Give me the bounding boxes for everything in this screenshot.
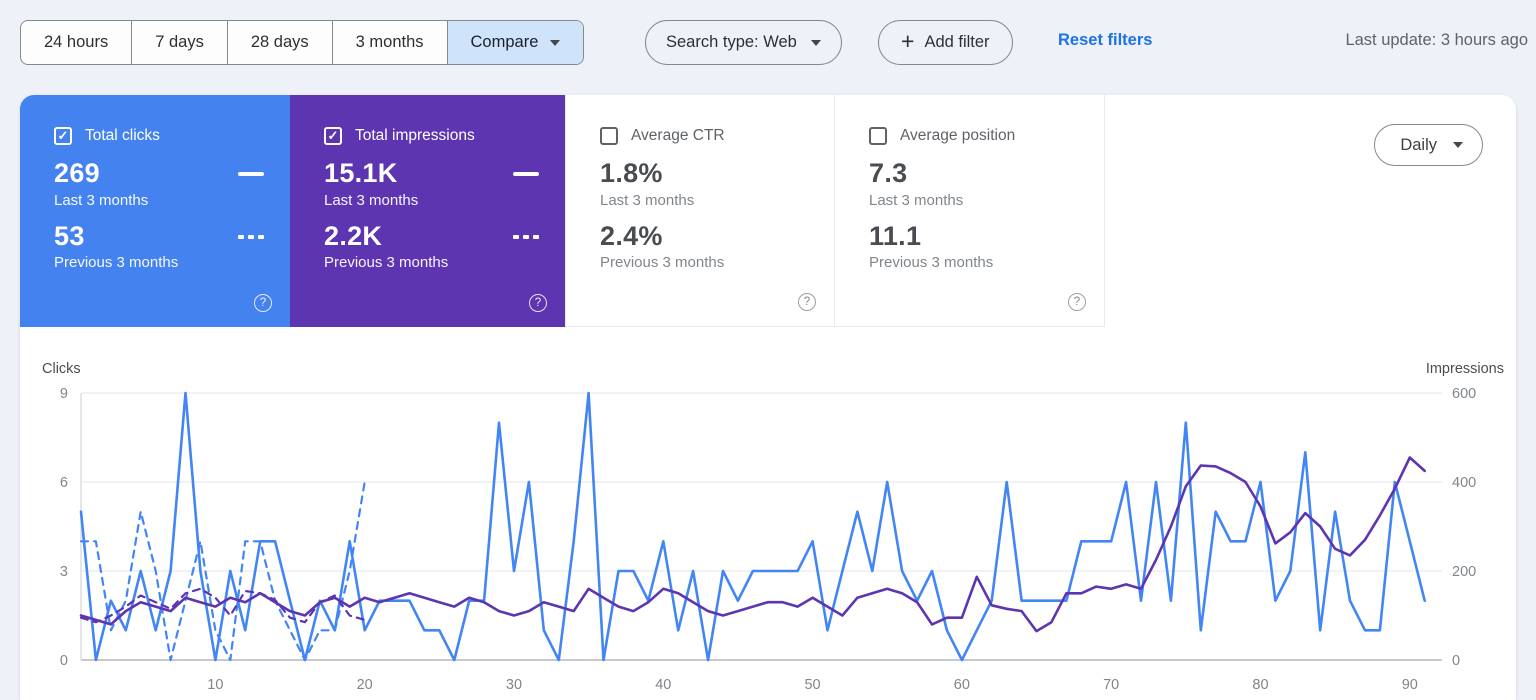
right-axis-tick-label: 400 [1452, 475, 1476, 491]
primary-metric-value: 269 [54, 158, 100, 188]
date-filter-3-months[interactable]: 3 months [333, 21, 448, 64]
left-axis-title: Clicks [42, 361, 81, 377]
primary-metric-caption: Last 3 months [869, 191, 964, 209]
x-axis-tick-label: 70 [1103, 677, 1119, 693]
secondary-metric-value: 2.2K [324, 220, 383, 251]
date-filter-24-hours[interactable]: 24 hours [21, 21, 133, 64]
secondary-metric-caption: Previous 3 months [324, 254, 449, 272]
series-clicks-last-3-months [79, 391, 1426, 662]
performance-panel: Total clicks 269 Last 3 months 53 Previo… [20, 95, 1516, 700]
series-impressions-previous-3-months [79, 587, 366, 624]
add-filter-label: Add filter [924, 33, 990, 51]
secondary-metric-value: 53 [54, 220, 85, 251]
search-type-label: Search type: Web [666, 33, 797, 51]
x-axis-tick-label: 50 [804, 677, 820, 693]
scorecard-average-position[interactable]: Average position 7.3 Last 3 months 11.1 … [835, 95, 1105, 327]
date-filter-compare[interactable]: Compare [447, 21, 584, 64]
right-axis-tick-label: 0 [1452, 653, 1460, 669]
dashed-line-legend-icon [513, 234, 539, 239]
granularity-label: Daily [1400, 135, 1437, 154]
primary-metric-value: 1.8% [600, 158, 663, 188]
total-clicks-checkbox[interactable] [54, 127, 72, 145]
x-axis-tick-label: 90 [1402, 677, 1418, 693]
left-axis-tick-label: 0 [60, 653, 68, 669]
date-range-filter-group: 24 hours 7 days 28 days 3 months Compare [20, 20, 585, 65]
x-axis-tick-label: 40 [655, 677, 671, 693]
scorecard-label: Total impressions [355, 127, 475, 144]
search-type-filter[interactable]: Search type: Web [645, 20, 842, 65]
secondary-metric-caption: Previous 3 months [869, 254, 994, 272]
primary-metric-caption: Last 3 months [324, 191, 419, 209]
scorecard-label: Average CTR [631, 127, 725, 144]
right-axis-tick-label: 600 [1452, 386, 1476, 402]
scorecard-total-clicks[interactable]: Total clicks 269 Last 3 months 53 Previo… [20, 95, 290, 327]
date-filter-7-days[interactable]: 7 days [132, 21, 228, 64]
series-impressions-last-3-months [79, 456, 1426, 633]
secondary-metric-value: 2.4% [600, 220, 663, 251]
series-clicks-previous-3-months [79, 480, 366, 662]
primary-metric-value: 7.3 [869, 158, 908, 188]
reset-filters-link[interactable]: Reset filters [1058, 31, 1153, 49]
x-axis-tick-label: 30 [506, 677, 522, 693]
solid-line-legend-icon [513, 171, 539, 176]
left-axis-tick-label: 6 [60, 475, 68, 491]
average-position-checkbox[interactable] [869, 127, 887, 145]
chevron-down-icon [550, 39, 561, 46]
scorecard-average-ctr[interactable]: Average CTR 1.8% Last 3 months 2.4% Prev… [565, 95, 835, 327]
scorecard-row: Total clicks 269 Last 3 months 53 Previo… [20, 95, 1105, 327]
secondary-metric-caption: Previous 3 months [600, 254, 725, 272]
x-axis-tick-label: 10 [207, 677, 223, 693]
average-ctr-checkbox[interactable] [600, 127, 618, 145]
help-icon[interactable] [529, 294, 547, 312]
help-icon[interactable] [1068, 293, 1086, 311]
left-axis-tick-label: 3 [60, 564, 68, 580]
primary-metric-caption: Last 3 months [54, 191, 149, 209]
primary-metric-caption: Last 3 months [600, 191, 695, 209]
dashed-line-legend-icon [238, 234, 264, 239]
help-icon[interactable] [254, 294, 272, 312]
help-icon[interactable] [798, 293, 816, 311]
plus-icon [901, 30, 914, 53]
performance-line-chart[interactable]: 0 0 3 200 6 400 9 600 10 20 30 40 50 60 70 80 90 [20, 383, 1516, 700]
scorecard-label: Average position [900, 127, 1016, 144]
right-axis-tick-label: 200 [1452, 564, 1476, 580]
right-axis-title: Impressions [1425, 361, 1504, 377]
solid-line-legend-icon [238, 171, 264, 176]
primary-metric-value: 15.1K [324, 158, 398, 188]
last-update-text: Last update: 3 hours ago [1345, 31, 1528, 49]
left-axis-tick-label: 9 [60, 386, 68, 402]
add-filter-button[interactable]: Add filter [878, 20, 1013, 65]
x-axis-tick-label: 60 [954, 677, 970, 693]
secondary-metric-caption: Previous 3 months [54, 254, 179, 272]
total-impressions-checkbox[interactable] [324, 127, 342, 145]
chevron-down-icon [810, 39, 821, 46]
x-axis-tick-label: 80 [1252, 677, 1268, 693]
x-axis-tick-label: 20 [357, 677, 373, 693]
scorecard-label: Total clicks [85, 127, 160, 144]
secondary-metric-value: 11.1 [869, 220, 922, 251]
scorecard-total-impressions[interactable]: Total impressions 15.1K Last 3 months 2.… [290, 95, 565, 327]
date-filter-28-days[interactable]: 28 days [228, 21, 333, 64]
chevron-down-icon [1453, 142, 1463, 148]
granularity-dropdown[interactable]: Daily [1374, 124, 1483, 166]
compare-label: Compare [470, 33, 539, 51]
